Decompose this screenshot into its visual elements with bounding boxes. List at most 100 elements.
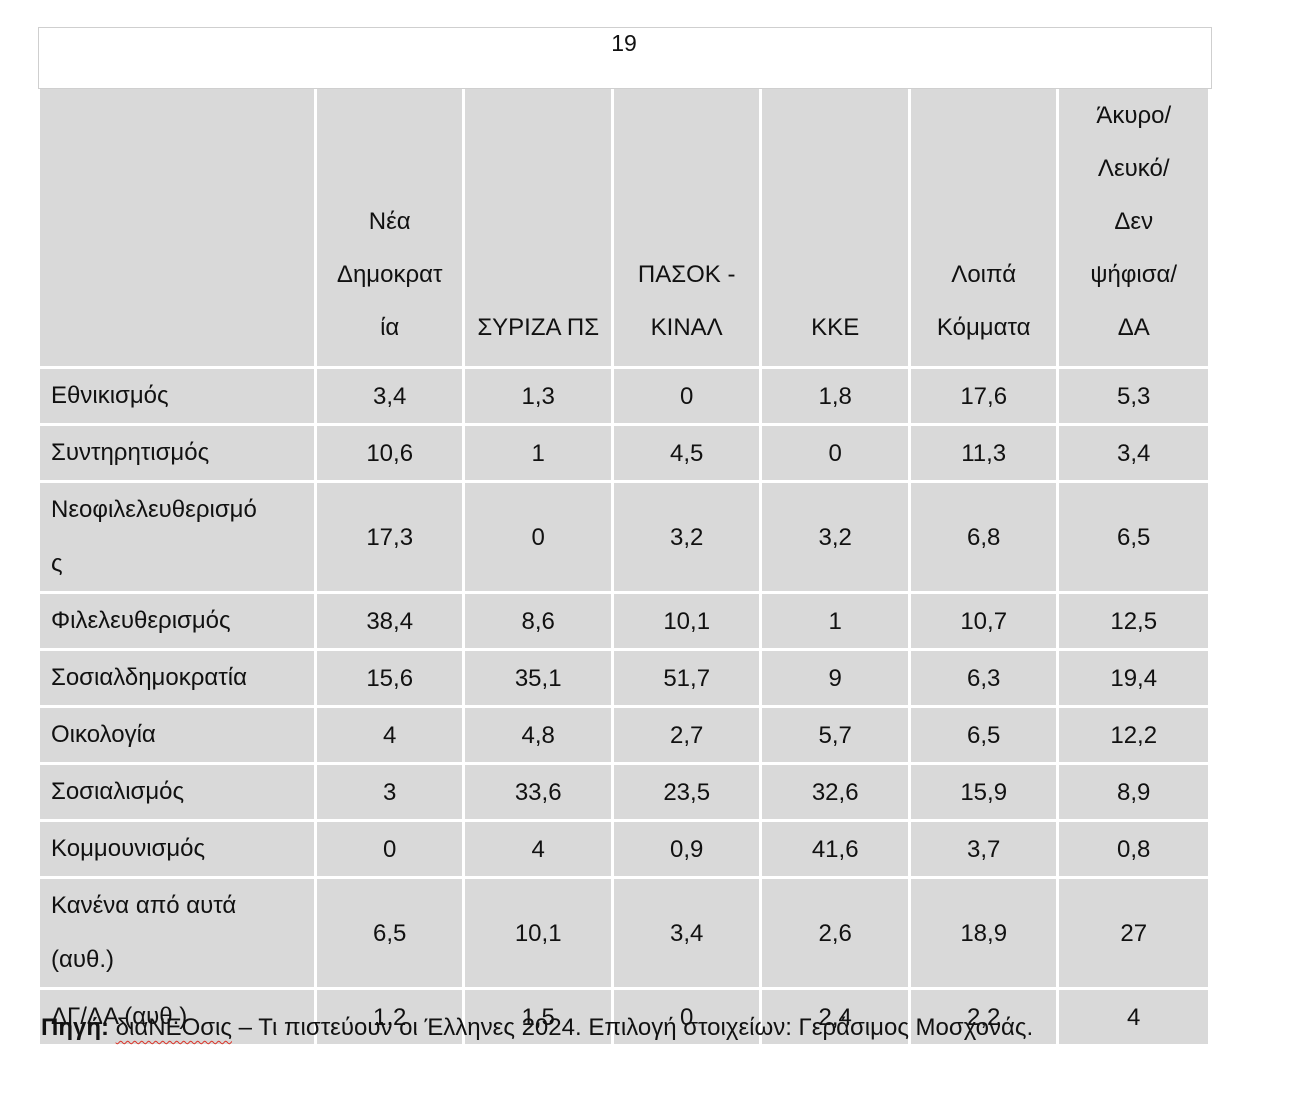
value-cell: 1,8 <box>762 369 911 426</box>
value-cell: 9 <box>762 651 911 708</box>
value-cell: 4 <box>1059 990 1208 1047</box>
value-cell: 6,8 <box>910 483 1060 594</box>
row-label-line: Σοσιαλδημοκρατία <box>51 664 247 691</box>
value-cell: 4,8 <box>465 708 614 765</box>
value-cell: 5,7 <box>762 708 911 765</box>
column-header-line: Λοιπά <box>951 261 1017 288</box>
value-cell: 10,1 <box>613 594 763 651</box>
value-cell: 11,3 <box>910 426 1060 483</box>
column-header: ΚΚΕ <box>762 89 911 369</box>
value-cell: 32,6 <box>762 765 911 822</box>
source-note: Πηγή: διαΝΕΟσις – Τι πιστεύουν οι Έλληνε… <box>41 1013 1033 1043</box>
row-label: Νεοφιλελευθερισμό ς <box>40 483 317 594</box>
column-header: ΣΥΡΙΖΑ ΠΣ <box>465 89 614 369</box>
table-row: Κανένα από αυτά (αυθ.) 6,5 10,1 3,4 2,6 18,9 27 <box>40 879 1208 990</box>
row-label-line: Εθνικισμός <box>51 382 169 409</box>
column-header-line: Άκυρο/ <box>1096 102 1172 129</box>
column-header-line: Δημοκρατ <box>336 261 443 288</box>
value-cell: 0,9 <box>613 822 763 879</box>
value-cell: 3 <box>316 765 466 822</box>
column-header-line: ΔΑ <box>1117 314 1150 341</box>
table-row: ΔΓ/ΔΑ (αυθ.) 1,2 1,5 0 2,4 2,2 4 <box>40 990 1208 1047</box>
row-label-line: Κανένα από αυτά <box>51 892 237 919</box>
value-cell: 35,1 <box>465 651 614 708</box>
row-label-line: ς <box>51 550 63 577</box>
value-cell: 6,3 <box>910 651 1060 708</box>
value-cell: 0 <box>613 990 763 1047</box>
column-header-line: Λευκό/ <box>1097 155 1170 182</box>
row-label-line: Νεοφιλελευθερισμό <box>51 496 257 523</box>
value-cell: 10,6 <box>316 426 466 483</box>
row-label: ΔΓ/ΔΑ (αυθ.) <box>40 990 317 1047</box>
row-label: Φιλελευθερισμός <box>40 594 317 651</box>
row-label-line: Οικολογία <box>51 721 156 748</box>
value-cell: 3,4 <box>1059 426 1208 483</box>
value-cell: 10,7 <box>910 594 1060 651</box>
column-header-line: Δεν <box>1114 208 1154 235</box>
value-cell: 6,5 <box>1059 483 1208 594</box>
column-header-line: Κόμματα <box>936 314 1031 341</box>
value-cell: 6,5 <box>910 708 1060 765</box>
row-label: Συντηρητισμός <box>40 426 317 483</box>
value-cell: 8,9 <box>1059 765 1208 822</box>
value-cell: 41,6 <box>762 822 911 879</box>
value-cell: 1,2 <box>316 990 466 1047</box>
value-cell: 4 <box>465 822 614 879</box>
value-cell: 1 <box>465 426 614 483</box>
row-label-line: Σοσιαλισμός <box>51 778 185 805</box>
value-cell: 38,4 <box>316 594 466 651</box>
value-cell: 0 <box>465 483 614 594</box>
source-label: Πηγή: <box>41 1014 109 1041</box>
column-header-line: Νέα <box>368 208 411 235</box>
table-row: Εθνικισμός 3,4 1,3 0 1,8 17,6 5,3 <box>40 369 1208 426</box>
row-label-line: (αυθ.) <box>51 946 114 973</box>
value-cell: 3,7 <box>910 822 1060 879</box>
value-cell: 17,6 <box>910 369 1060 426</box>
value-cell: 17,3 <box>316 483 466 594</box>
row-label-line: Φιλελευθερισμός <box>51 607 231 634</box>
value-cell: 2,6 <box>762 879 911 990</box>
table-row: Φιλελευθερισμός 38,4 8,6 10,1 1 10,7 12,5 <box>40 594 1208 651</box>
value-cell: 6,5 <box>316 879 466 990</box>
value-cell: 0 <box>316 822 466 879</box>
value-cell: 3,4 <box>613 879 763 990</box>
table-row: Οικολογία 4 4,8 2,7 5,7 6,5 12,2 <box>40 708 1208 765</box>
value-cell: 5,3 <box>1059 369 1208 426</box>
data-table: Νέα Δημοκρατ ία ΣΥΡΙΖΑ ΠΣ ΠΑΣΟΚ - ΚΙΝΑΛ ΚΚΕ Λοι… <box>40 89 1208 1047</box>
column-header-line: ΠΑΣΟΚ - <box>637 261 736 288</box>
value-cell: 12,2 <box>1059 708 1208 765</box>
value-cell: 15,6 <box>316 651 466 708</box>
value-cell: 3,2 <box>762 483 911 594</box>
value-cell: 2,4 <box>762 990 911 1047</box>
column-header: Νέα Δημοκρατ ία <box>316 89 466 369</box>
row-label-line: Συντηρητισμός <box>51 439 210 466</box>
column-header-line: ΣΥΡΙΖΑ ΠΣ <box>477 314 600 341</box>
page-header: 19 <box>38 27 1212 89</box>
row-label: Κομμουνισμός <box>40 822 317 879</box>
row-label: Κανένα από αυτά (αυθ.) <box>40 879 317 990</box>
value-cell: 1,5 <box>465 990 614 1047</box>
row-label: Εθνικισμός <box>40 369 317 426</box>
value-cell: 18,9 <box>910 879 1060 990</box>
value-cell: 3,2 <box>613 483 763 594</box>
value-cell: 15,9 <box>910 765 1060 822</box>
value-cell: 4 <box>316 708 466 765</box>
value-cell: 33,6 <box>465 765 614 822</box>
source-text: – Τι πιστεύουν οι Έλληνες 2024. Επιλογή … <box>231 1014 1034 1041</box>
row-label-line: Κομμουνισμός <box>51 835 206 862</box>
value-cell: 23,5 <box>613 765 763 822</box>
column-header-line: ΚΚΕ <box>811 314 860 341</box>
value-cell: 2,7 <box>613 708 763 765</box>
column-header: ΠΑΣΟΚ - ΚΙΝΑΛ <box>613 89 763 369</box>
value-cell: 0,8 <box>1059 822 1208 879</box>
value-cell: 51,7 <box>613 651 763 708</box>
value-cell: 0 <box>613 369 763 426</box>
column-header-line: ία <box>380 314 400 341</box>
row-label: Σοσιαλδημοκρατία <box>40 651 317 708</box>
value-cell: 1 <box>762 594 911 651</box>
value-cell: 8,6 <box>465 594 614 651</box>
table-row: Σοσιαλισμός 3 33,6 23,5 32,6 15,9 8,9 <box>40 765 1208 822</box>
column-header-line: ΚΙΝΑΛ <box>650 314 723 341</box>
row-label: Οικολογία <box>40 708 317 765</box>
table-row: Σοσιαλδημοκρατία 15,6 35,1 51,7 9 6,3 19,4 <box>40 651 1208 708</box>
